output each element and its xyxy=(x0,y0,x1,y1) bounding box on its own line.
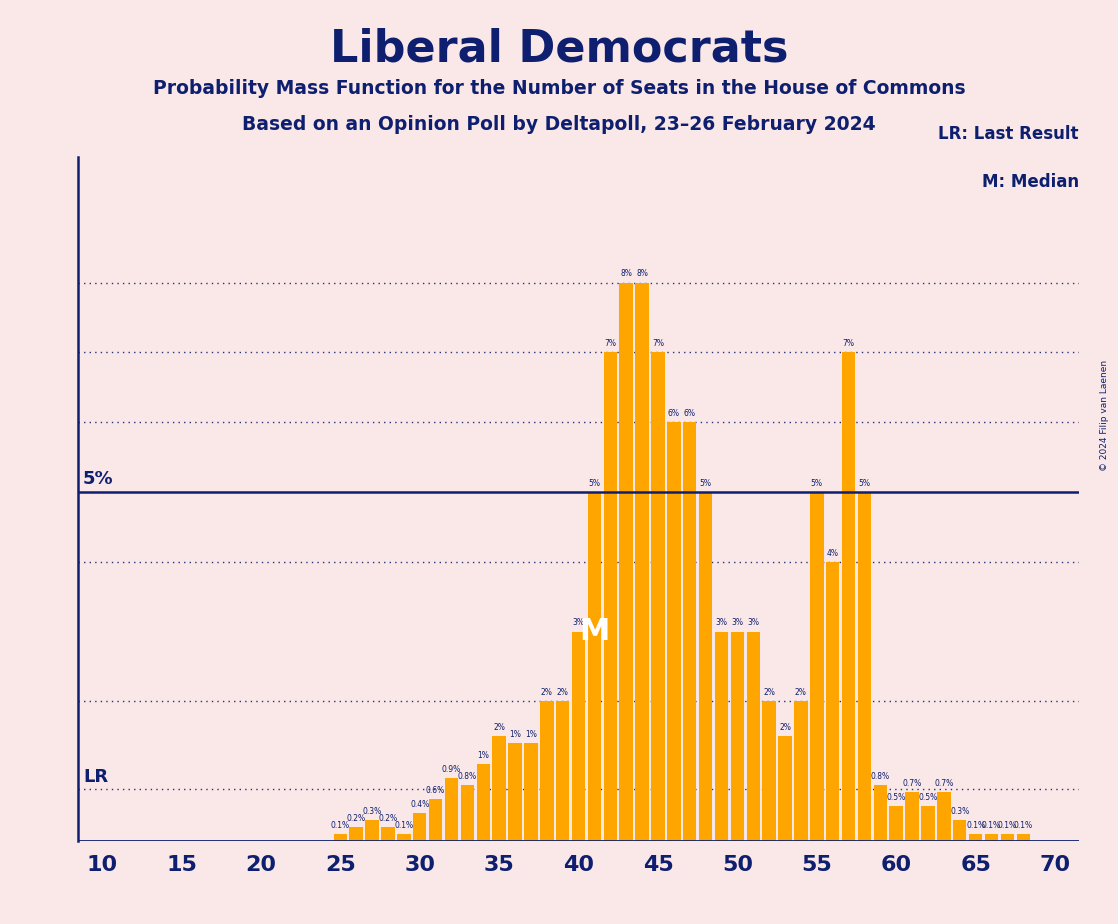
Bar xyxy=(524,743,538,841)
Text: LR: Last Result: LR: Last Result xyxy=(938,126,1079,143)
Text: 8%: 8% xyxy=(620,270,632,278)
Text: 0.6%: 0.6% xyxy=(426,785,445,795)
Text: 5%: 5% xyxy=(700,479,712,488)
Bar xyxy=(921,806,935,841)
Text: 2%: 2% xyxy=(557,688,569,697)
Text: 0.7%: 0.7% xyxy=(935,779,954,788)
Bar xyxy=(953,820,966,841)
Text: 0.1%: 0.1% xyxy=(966,821,985,830)
Text: 6%: 6% xyxy=(684,409,695,418)
Bar xyxy=(492,736,506,841)
Bar xyxy=(1001,833,1014,841)
Text: 0.1%: 0.1% xyxy=(395,821,414,830)
Text: 0.4%: 0.4% xyxy=(410,800,429,808)
Bar xyxy=(350,827,363,841)
Text: 0.5%: 0.5% xyxy=(887,793,906,802)
Bar xyxy=(509,743,522,841)
Text: 5%: 5% xyxy=(83,469,114,488)
Text: 5%: 5% xyxy=(588,479,600,488)
Text: 2%: 2% xyxy=(795,688,807,697)
Text: 7%: 7% xyxy=(605,339,616,348)
Bar xyxy=(366,820,379,841)
Text: 3%: 3% xyxy=(747,618,759,627)
Text: LR: LR xyxy=(83,768,108,785)
Bar xyxy=(762,701,776,841)
Text: 7%: 7% xyxy=(843,339,854,348)
Text: 0.8%: 0.8% xyxy=(871,772,890,781)
Bar xyxy=(461,785,474,841)
Text: © 2024 Filip van Laenen: © 2024 Filip van Laenen xyxy=(1100,360,1109,471)
Bar xyxy=(381,827,395,841)
Bar xyxy=(397,833,410,841)
Bar xyxy=(571,631,586,841)
Text: 0.1%: 0.1% xyxy=(998,821,1017,830)
Text: 1%: 1% xyxy=(509,730,521,739)
Bar xyxy=(794,701,807,841)
Text: 2%: 2% xyxy=(764,688,775,697)
Text: 2%: 2% xyxy=(779,723,790,732)
Text: 0.3%: 0.3% xyxy=(950,807,969,816)
Bar xyxy=(333,833,347,841)
Text: Liberal Democrats: Liberal Democrats xyxy=(330,28,788,71)
Text: Probability Mass Function for the Number of Seats in the House of Commons: Probability Mass Function for the Number… xyxy=(153,79,965,98)
Text: 1%: 1% xyxy=(477,751,490,760)
Text: M: Median: M: Median xyxy=(982,174,1079,191)
Bar xyxy=(540,701,553,841)
Bar xyxy=(683,422,697,841)
Text: 8%: 8% xyxy=(636,270,648,278)
Bar xyxy=(604,352,617,841)
Text: 3%: 3% xyxy=(731,618,743,627)
Bar xyxy=(937,792,950,841)
Text: 0.2%: 0.2% xyxy=(378,814,398,822)
Bar xyxy=(985,833,998,841)
Text: 0.2%: 0.2% xyxy=(347,814,366,822)
Bar xyxy=(699,492,712,841)
Bar xyxy=(1016,833,1030,841)
Bar xyxy=(476,764,490,841)
Text: 5%: 5% xyxy=(859,479,871,488)
Bar xyxy=(842,352,855,841)
Text: 0.9%: 0.9% xyxy=(442,765,461,774)
Text: 4%: 4% xyxy=(826,549,838,557)
Text: 0.1%: 0.1% xyxy=(982,821,1001,830)
Bar xyxy=(556,701,569,841)
Bar xyxy=(873,785,887,841)
Bar xyxy=(588,492,601,841)
Text: 0.1%: 0.1% xyxy=(1014,821,1033,830)
Bar xyxy=(413,813,426,841)
Bar xyxy=(969,833,983,841)
Text: M: M xyxy=(579,617,609,646)
Bar xyxy=(811,492,824,841)
Bar xyxy=(429,799,443,841)
Bar xyxy=(731,631,745,841)
Bar xyxy=(619,283,633,841)
Text: 5%: 5% xyxy=(811,479,823,488)
Bar xyxy=(667,422,681,841)
Text: 0.5%: 0.5% xyxy=(918,793,938,802)
Text: 0.3%: 0.3% xyxy=(362,807,381,816)
Bar xyxy=(651,352,665,841)
Bar xyxy=(747,631,760,841)
Text: 0.7%: 0.7% xyxy=(902,779,921,788)
Text: 6%: 6% xyxy=(667,409,680,418)
Bar xyxy=(714,631,728,841)
Bar xyxy=(890,806,903,841)
Bar xyxy=(635,283,648,841)
Bar xyxy=(778,736,792,841)
Text: 0.1%: 0.1% xyxy=(331,821,350,830)
Bar xyxy=(826,562,840,841)
Text: Based on an Opinion Poll by Deltapoll, 23–26 February 2024: Based on an Opinion Poll by Deltapoll, 2… xyxy=(243,116,875,135)
Text: 3%: 3% xyxy=(572,618,585,627)
Text: 2%: 2% xyxy=(541,688,552,697)
Text: 1%: 1% xyxy=(525,730,537,739)
Text: 0.8%: 0.8% xyxy=(458,772,477,781)
Text: 2%: 2% xyxy=(493,723,505,732)
Bar xyxy=(906,792,919,841)
Bar xyxy=(858,492,871,841)
Text: 3%: 3% xyxy=(716,618,728,627)
Text: 7%: 7% xyxy=(652,339,664,348)
Bar xyxy=(445,778,458,841)
